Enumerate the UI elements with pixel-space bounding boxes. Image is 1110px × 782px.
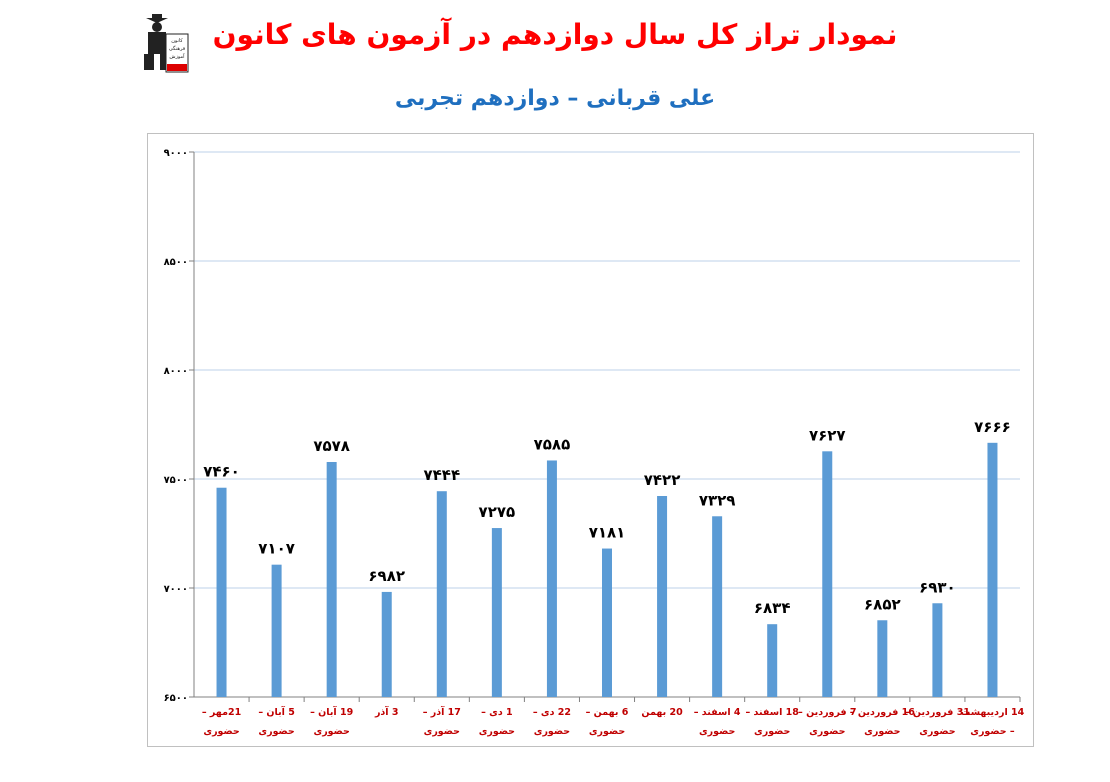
chart-title: نمودار تراز کل سال دوازدهم در آزمون های …	[212, 18, 898, 51]
bar	[436, 491, 447, 697]
category-label: 19 آبان –	[310, 705, 353, 718]
category-label-line2: حضوری	[754, 726, 790, 737]
y-tick-label: ۸۰۰۰	[164, 366, 188, 377]
category-label: 16 فروردین –	[850, 707, 915, 718]
bar-value-label: ۶۸۵۲	[864, 595, 901, 613]
bar	[932, 603, 943, 697]
bar	[602, 548, 612, 697]
category-label-line2: حضوری	[699, 726, 735, 737]
y-tick-label: ۸۵۰۰	[164, 257, 188, 268]
category-label: 5 آبان –	[258, 705, 295, 718]
category-label: 3 آذر	[374, 705, 399, 718]
bar-value-label: ۷۵۷۸	[313, 437, 350, 455]
category-label: 18 اسفند –	[745, 707, 799, 718]
category-label: 20 بهمن	[641, 707, 683, 718]
bar-value-label: ۷۵۸۵	[534, 435, 571, 453]
category-label-line2: حضوری	[864, 726, 900, 737]
category-label: 7 فروردین –	[798, 707, 857, 718]
bar-value-label: ۷۶۶۶	[974, 418, 1011, 436]
bar-chart: ۶۵۰۰ ۷۰۰۰ ۷۵۰۰ ۸۰۰۰ ۸۵۰۰ ۹۰۰۰ ۷۴۶۰ 21مهر – حضوری…	[164, 148, 1025, 737]
logo-text-2: فرهنگی	[169, 45, 186, 52]
category-label-line2: حضوری	[919, 726, 955, 737]
y-tick-label: ۷۵۰۰	[164, 475, 188, 486]
bar-value-label: ۶۹۸۲	[368, 567, 405, 585]
bar	[381, 591, 392, 697]
bar	[216, 487, 227, 697]
bar	[657, 496, 668, 697]
bar	[987, 442, 998, 697]
bar	[271, 564, 282, 697]
category-label-line2: – حضوری	[970, 726, 1015, 737]
bar-value-label: ۷۲۷۵	[479, 503, 516, 521]
bar	[546, 460, 557, 697]
chart-subtitle: علی قربانی – دوازدهم تجربی	[394, 86, 716, 111]
category-label: 17 آذر –	[423, 705, 461, 718]
logo-text-3: آموزش	[169, 53, 185, 60]
y-tick-label: ۶۵۰۰	[164, 693, 188, 704]
bar-value-label: ۷۴۴۴	[423, 466, 460, 484]
category-label-line2: حضوری	[534, 726, 570, 737]
bar-value-label: ۷۳۲۹	[699, 491, 736, 509]
bar-value-label: ۷۴۲۲	[644, 471, 681, 489]
bar-value-label: ۷۱۰۷	[258, 540, 295, 558]
bar	[877, 620, 888, 697]
category-label-line2: حضوری	[809, 726, 845, 737]
bar	[822, 451, 833, 697]
category-label-line2: حضوری	[258, 726, 294, 737]
category-label-line2: حضوری	[479, 726, 515, 737]
category-label: 22 دی –	[533, 707, 571, 718]
category-label: 4 اسفند –	[694, 707, 741, 718]
bar-value-label: ۶۸۳۴	[754, 599, 791, 617]
y-tick-label: ۷۰۰۰	[164, 584, 188, 595]
category-label-line2: حضوری	[424, 726, 460, 737]
logo-text-1: کانون	[171, 38, 183, 44]
category-label: 31 فروردین –	[905, 707, 970, 718]
category-label-line2: حضوری	[203, 726, 239, 737]
y-tick-label: ۹۰۰۰	[164, 148, 188, 159]
category-label: 1 دی –	[481, 707, 513, 718]
bar-value-label: ۷۶۲۷	[809, 426, 846, 444]
category-label: 14 اردیبهشت	[961, 707, 1025, 718]
bar	[491, 528, 502, 697]
category-label-line2: حضوری	[589, 726, 625, 737]
chart-frame: ۶۵۰۰ ۷۰۰۰ ۷۵۰۰ ۸۰۰۰ ۸۵۰۰ ۹۰۰۰ ۷۴۶۰ 21مهر – حضوری…	[147, 133, 1034, 747]
category-label-line2: حضوری	[313, 726, 349, 737]
category-label: 6 بهمن –	[586, 707, 629, 718]
bar	[767, 624, 778, 697]
bar	[326, 461, 337, 697]
bar-value-label: ۶۹۳۰	[919, 578, 956, 596]
bar-value-label: ۷۴۶۰	[203, 463, 240, 481]
category-label: 21مهر –	[202, 707, 241, 718]
kanoon-logo: کانون فرهنگی آموزش	[140, 14, 190, 76]
bar	[712, 516, 723, 697]
bar-value-label: ۷۱۸۱	[589, 524, 626, 542]
